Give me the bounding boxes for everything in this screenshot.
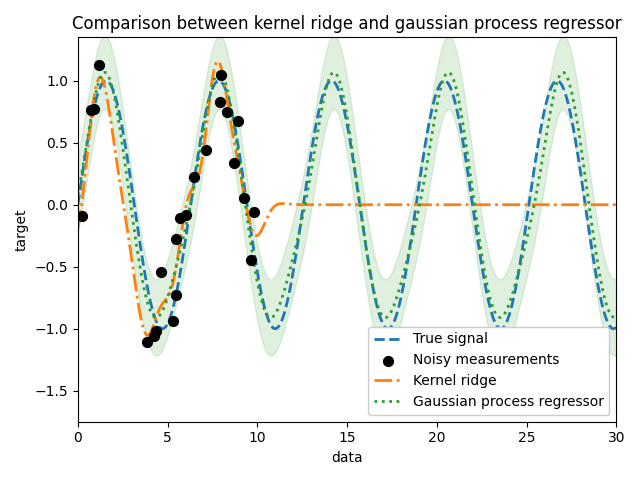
True signal <box>440 78 448 84</box>
Noisy measurements <box>212 25 223 33</box>
Gaussian process regressor <box>504 303 512 309</box>
True signal <box>292 251 300 256</box>
Gaussian process regressor <box>612 314 620 320</box>
Gaussian process regressor <box>445 70 452 75</box>
Kernel ridge <box>495 202 502 208</box>
Gaussian process regressor <box>312 143 319 148</box>
True signal <box>612 324 620 330</box>
Noisy measurements <box>149 332 159 340</box>
Kernel ridge <box>214 58 222 64</box>
Noisy measurements <box>86 106 96 114</box>
True signal <box>129 192 137 198</box>
Noisy measurements <box>229 159 239 167</box>
Noisy measurements <box>171 291 181 299</box>
Noisy measurements <box>168 317 178 325</box>
Noisy measurements <box>246 256 256 264</box>
Noisy measurements <box>213 11 223 18</box>
Kernel ridge <box>143 332 151 338</box>
Title: Comparison between kernel ridge and gaussian process regressor: Comparison between kernel ridge and gaus… <box>72 15 622 33</box>
Noisy measurements <box>175 214 185 222</box>
Kernel ridge <box>445 202 452 208</box>
Line: Kernel ridge: Kernel ridge <box>78 61 616 335</box>
Kernel ridge <box>612 202 620 208</box>
Gaussian process regressor <box>267 314 275 320</box>
True signal <box>159 326 166 332</box>
Kernel ridge <box>129 264 137 270</box>
Noisy measurements <box>94 61 104 69</box>
Noisy measurements <box>76 212 86 219</box>
Line: True signal: True signal <box>78 81 616 329</box>
Kernel ridge <box>504 202 512 208</box>
Noisy measurements <box>156 268 166 276</box>
Noisy measurements <box>151 327 161 335</box>
Kernel ridge <box>293 202 301 207</box>
Gaussian process regressor <box>495 314 502 320</box>
Noisy measurements <box>215 98 225 106</box>
Kernel ridge <box>74 225 82 231</box>
True signal <box>445 82 452 87</box>
True signal <box>74 202 82 208</box>
Y-axis label: target: target <box>15 208 29 251</box>
Noisy measurements <box>141 338 152 346</box>
Noisy measurements <box>248 208 259 216</box>
Line: Gaussian process regressor: Gaussian process regressor <box>78 72 616 317</box>
True signal <box>504 314 512 320</box>
Noisy measurements <box>172 235 182 243</box>
Noisy measurements <box>189 174 199 181</box>
X-axis label: data: data <box>332 451 363 465</box>
Noisy measurements <box>216 72 227 79</box>
Noisy measurements <box>88 105 99 112</box>
Kernel ridge <box>312 202 320 208</box>
Gaussian process regressor <box>129 217 137 223</box>
Noisy measurements <box>239 194 249 202</box>
Legend: True signal, Noisy measurements, Kernel ridge, Gaussian process regressor: True signal, Noisy measurements, Kernel … <box>368 327 609 415</box>
Noisy measurements <box>181 211 191 219</box>
True signal <box>312 124 319 130</box>
Gaussian process regressor <box>292 242 300 248</box>
Noisy measurements <box>222 108 232 115</box>
Noisy measurements <box>233 117 243 124</box>
Noisy measurements <box>201 146 211 154</box>
Gaussian process regressor <box>330 70 338 75</box>
Gaussian process regressor <box>74 192 82 197</box>
True signal <box>495 325 502 331</box>
